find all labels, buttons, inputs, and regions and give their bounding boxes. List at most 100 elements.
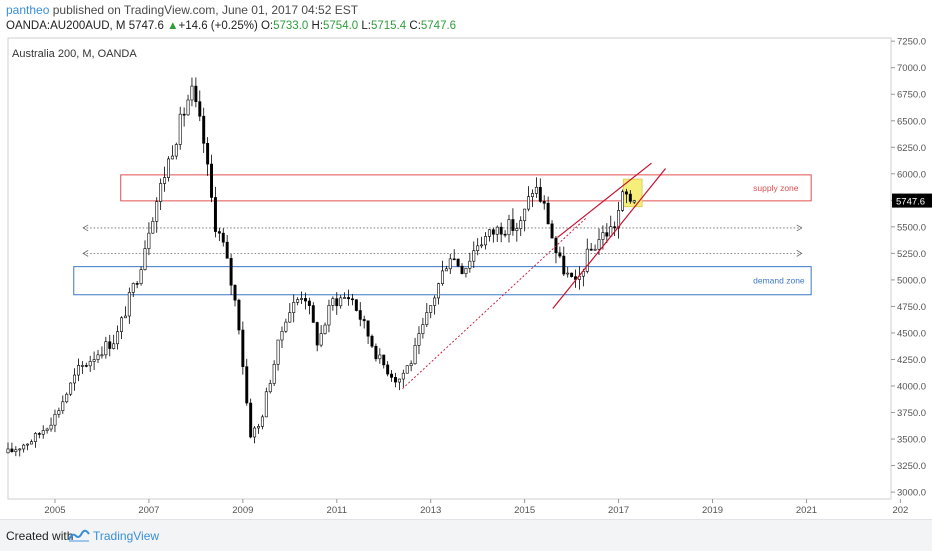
- demand-zone-label: demand zone: [753, 276, 805, 286]
- candle-body: [257, 426, 260, 429]
- candle-body: [170, 155, 174, 160]
- candle-body: [429, 305, 433, 313]
- candle-body: [378, 354, 382, 360]
- candle-body: [190, 85, 194, 101]
- candle-body: [84, 365, 88, 367]
- y-tick-label: 5000.0: [897, 275, 926, 286]
- candle-body: [374, 345, 378, 360]
- candle-body: [327, 305, 331, 326]
- candle-body: [605, 232, 609, 237]
- candle-body: [503, 233, 507, 236]
- candle-body: [531, 193, 534, 197]
- candle-body: [276, 339, 280, 365]
- candle-body: [108, 341, 112, 349]
- candle-body: [303, 298, 307, 302]
- candle-body: [589, 248, 593, 251]
- candle-body: [57, 410, 61, 415]
- y-tick-label: 6250.0: [897, 143, 926, 154]
- tradingview-brand-link[interactable]: TradingView: [93, 529, 160, 543]
- candle-body: [41, 430, 45, 435]
- last-price-label: 5747.6: [896, 197, 925, 208]
- symbol-label: OANDA:AU200AUD, M: [6, 20, 126, 32]
- candle-body: [296, 299, 300, 303]
- candle-body: [621, 191, 624, 211]
- candle-body: [159, 183, 163, 202]
- tradingview-logo-icon: [68, 529, 90, 542]
- candle-body: [339, 297, 343, 307]
- candle-body: [14, 449, 18, 453]
- right-arrow-icon: [796, 224, 803, 232]
- x-tick-label: 2021: [796, 505, 817, 516]
- candle-body: [319, 333, 323, 346]
- candle-body: [350, 298, 354, 301]
- candle-body: [143, 248, 147, 270]
- candle-body: [65, 393, 69, 403]
- candle-body: [405, 365, 409, 374]
- candle-body: [495, 226, 499, 235]
- candle-body: [390, 373, 394, 378]
- candle-body: [507, 219, 511, 236]
- candle-body: [139, 269, 143, 284]
- close-label: C:: [409, 20, 421, 32]
- x-tick-label: 2009: [232, 505, 253, 516]
- symbol-quote-line: OANDA:AU200AUD, M 5747.6 ▲+14.6 (+0.25%)…: [6, 20, 456, 32]
- candle-body: [546, 202, 550, 225]
- open-label: O:: [260, 20, 274, 32]
- candle-body: [6, 448, 10, 454]
- candle-body: [366, 320, 370, 337]
- candle-body: [370, 335, 374, 347]
- candle-body: [347, 297, 350, 300]
- candle-body: [382, 354, 386, 366]
- candle-body: [80, 365, 84, 367]
- last-price-badge: [892, 193, 932, 208]
- candle-body: [18, 448, 22, 451]
- candle-body: [151, 221, 155, 234]
- candle-body: [264, 391, 268, 418]
- candle-body: [194, 85, 198, 102]
- candle-body: [476, 245, 480, 251]
- candle-body: [127, 292, 131, 317]
- candle-body: [468, 260, 472, 269]
- close-value: 5747.6: [420, 20, 457, 32]
- candle-body: [487, 229, 491, 237]
- candle-body: [198, 101, 202, 117]
- x-tick-label: 2005: [44, 505, 65, 516]
- candle-body: [26, 443, 30, 446]
- candle-body: [73, 374, 77, 384]
- publish-info: pantheo published on TradingView.com, Ju…: [6, 3, 358, 17]
- candle-body: [253, 427, 257, 438]
- left-arrow-icon: [82, 250, 89, 257]
- candle-body: [358, 310, 362, 320]
- candle-body: [37, 433, 41, 435]
- candle-body: [386, 364, 390, 375]
- candle-body: [448, 258, 452, 270]
- author-link[interactable]: pantheo: [6, 3, 50, 17]
- candle-body: [237, 299, 241, 331]
- candle-body: [123, 315, 127, 319]
- high-label: H:: [311, 20, 324, 32]
- candle-body: [272, 363, 276, 384]
- supply-zone-label: supply zone: [753, 183, 799, 193]
- candle-body: [409, 363, 413, 366]
- y-tick-label: 6750.0: [897, 90, 926, 101]
- candle-body: [425, 312, 429, 325]
- y-tick-label: 3750.0: [897, 408, 926, 419]
- candle-body: [562, 255, 566, 275]
- candle-body: [92, 359, 96, 362]
- wedge-upper-line: [557, 162, 652, 238]
- candle-body: [116, 331, 120, 345]
- candle-body: [484, 236, 487, 246]
- candle-body: [566, 272, 570, 275]
- candle-body: [206, 143, 210, 165]
- price-chart[interactable]: Australia 200, M, OANDA 3000.0 3250.0 3500.…: [0, 0, 932, 519]
- candle-body: [570, 272, 574, 277]
- y-tick-label: 7250.0: [897, 37, 926, 48]
- candle-body: [401, 372, 405, 380]
- candle-body: [394, 377, 397, 383]
- low-value: 5715.4: [371, 20, 407, 32]
- dotted-trendline: [402, 218, 587, 389]
- created-with-text: Created with: [6, 529, 74, 543]
- candle-body: [53, 413, 57, 426]
- candle-body: [22, 444, 26, 450]
- candle-body: [421, 324, 425, 334]
